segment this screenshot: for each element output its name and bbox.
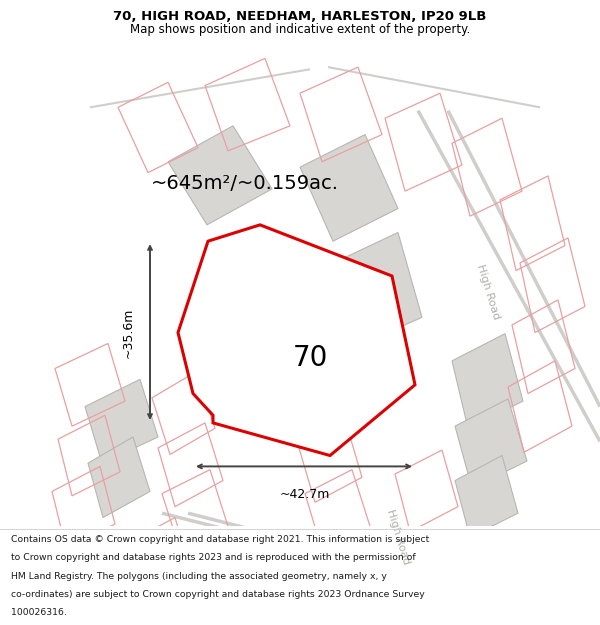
Text: Contains OS data © Crown copyright and database right 2021. This information is : Contains OS data © Crown copyright and d… bbox=[11, 535, 429, 544]
Text: co-ordinates) are subject to Crown copyright and database rights 2023 Ordnance S: co-ordinates) are subject to Crown copyr… bbox=[11, 590, 425, 599]
Text: ~42.7m: ~42.7m bbox=[280, 488, 330, 501]
Text: High Road: High Road bbox=[385, 508, 411, 566]
Polygon shape bbox=[455, 399, 527, 488]
Polygon shape bbox=[455, 456, 518, 537]
Text: 70, HIGH ROAD, NEEDHAM, HARLESTON, IP20 9LB: 70, HIGH ROAD, NEEDHAM, HARLESTON, IP20 … bbox=[113, 9, 487, 22]
Polygon shape bbox=[168, 126, 272, 225]
Text: 70: 70 bbox=[292, 344, 328, 372]
Text: ~645m²/~0.159ac.: ~645m²/~0.159ac. bbox=[151, 174, 339, 193]
Polygon shape bbox=[88, 437, 150, 518]
Polygon shape bbox=[300, 134, 398, 241]
Polygon shape bbox=[452, 334, 523, 428]
Text: High Road: High Road bbox=[475, 264, 501, 321]
Text: Map shows position and indicative extent of the property.: Map shows position and indicative extent… bbox=[130, 22, 470, 36]
Polygon shape bbox=[178, 225, 415, 456]
Text: HM Land Registry. The polygons (including the associated geometry, namely x, y: HM Land Registry. The polygons (includin… bbox=[11, 572, 386, 581]
Text: 100026316.: 100026316. bbox=[11, 608, 67, 618]
Text: to Crown copyright and database rights 2023 and is reproduced with the permissio: to Crown copyright and database rights 2… bbox=[11, 553, 415, 562]
Polygon shape bbox=[85, 379, 158, 463]
Polygon shape bbox=[345, 232, 422, 341]
Text: ~35.6m: ~35.6m bbox=[121, 308, 134, 358]
